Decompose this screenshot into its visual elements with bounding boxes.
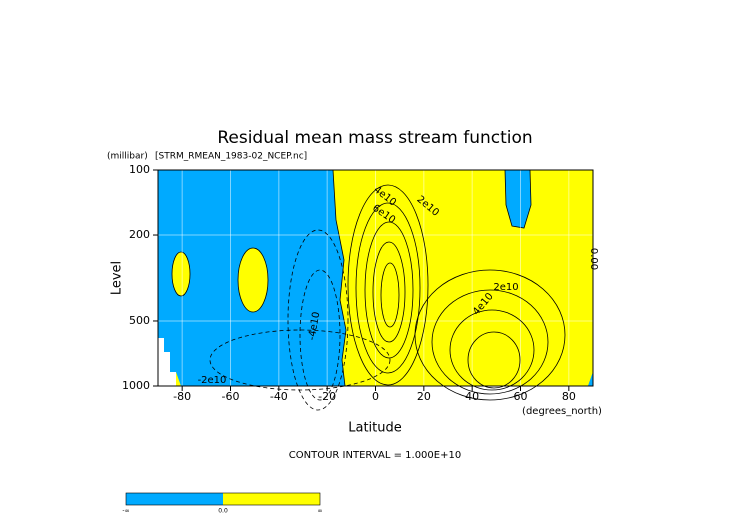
subtitle: [STRM_RMEAN_1983-02_NCEP.nc]	[155, 152, 307, 162]
x-tick-label: -60	[222, 390, 240, 403]
x-tick-label: 80	[562, 390, 576, 403]
x-tick-label: -80	[173, 390, 191, 403]
colorbar-label: 0.0	[218, 508, 228, 515]
contour-label: 2e10	[493, 282, 518, 293]
colorbar-label: -∞	[122, 508, 129, 515]
colorbar-label: ∞	[318, 508, 323, 515]
x-tick-label: 20	[417, 390, 431, 403]
x-axis-label: Latitude	[348, 421, 402, 436]
x-tick-label: 40	[465, 390, 479, 403]
chart-title: Residual mean mass stream function	[217, 128, 532, 148]
y-tick-label: 100	[129, 163, 150, 176]
x-tick-label: 0	[372, 390, 379, 403]
colorbar-frame	[125, 492, 321, 506]
colorbar-swatch	[126, 493, 223, 505]
x-tick-label: -20	[318, 390, 336, 403]
x-unit: (degrees_north)	[522, 406, 602, 417]
contour-label: 0.00	[588, 248, 599, 270]
y-tick-label: 1000	[122, 379, 150, 392]
footer: CONTOUR INTERVAL = 1.000E+10	[289, 450, 461, 461]
x-tick-label: -40	[270, 390, 288, 403]
y-axis-label: Level	[110, 261, 125, 295]
contour-label: -2e10	[198, 375, 227, 386]
contour-label: -4e10	[307, 311, 323, 341]
x-tick-label: 60	[514, 390, 528, 403]
colorbar-swatch	[223, 493, 320, 505]
y-tick-label: 200	[129, 228, 150, 241]
y-tick-label: 500	[129, 314, 150, 327]
contours	[209, 184, 566, 411]
y-unit: (millibar)	[107, 152, 148, 162]
